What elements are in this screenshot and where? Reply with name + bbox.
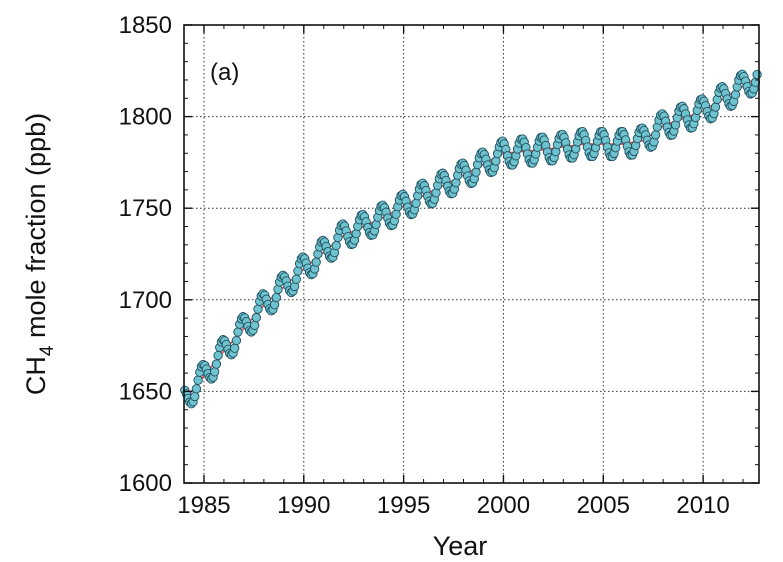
- data-point: [190, 391, 200, 402]
- x-tick-label: 1990: [277, 492, 330, 519]
- data-point: [710, 102, 721, 112]
- data-point: [273, 284, 283, 295]
- data-point: [210, 367, 220, 377]
- y-tick-label: 1600: [119, 470, 172, 497]
- y-tick-label: 1800: [119, 104, 172, 131]
- data-point: [271, 292, 281, 303]
- data-point: [411, 198, 421, 208]
- data-point: [231, 335, 242, 346]
- grid-lines: [184, 25, 759, 483]
- data-point: [471, 167, 481, 177]
- y-tick-label: 1750: [119, 195, 172, 222]
- data-point: [431, 188, 441, 198]
- x-tick-label: 1985: [177, 492, 230, 519]
- x-tick-label: 2005: [577, 492, 630, 519]
- panel-label: (a): [210, 59, 239, 86]
- x-tick-label: 2000: [477, 492, 530, 519]
- data-point: [230, 343, 240, 353]
- y-axis-title: CH4 mole fraction (ppb): [21, 113, 58, 395]
- data-point: [752, 69, 762, 80]
- x-axis-title: Year: [433, 531, 488, 561]
- data-point: [253, 304, 263, 314]
- y-axis-title-suffix: mole fraction (ppb): [21, 113, 51, 346]
- data-point: [213, 350, 223, 361]
- y-axis-title-subscript: 4: [37, 345, 58, 356]
- y-tick-label: 1850: [119, 12, 172, 39]
- data-point: [730, 89, 741, 100]
- y-axis-title-prefix: CH: [21, 356, 51, 395]
- data-point: [250, 320, 260, 330]
- data-point: [351, 229, 361, 239]
- x-tick-label: 2010: [676, 492, 729, 519]
- data-point: [650, 130, 661, 140]
- y-tick-label: 1650: [119, 378, 172, 405]
- data-point: [251, 312, 261, 323]
- data-point: [191, 384, 202, 394]
- data-point: [451, 178, 461, 188]
- tick-marks: [183, 24, 759, 484]
- plot-frame: [183, 24, 760, 484]
- x-tick-label: 1995: [377, 492, 430, 519]
- y-tick-labels: 1600 1650 1700 1750 1800 1850: [119, 12, 172, 497]
- x-tick-labels: 1985 1990 1995 2000 2005 2010: [177, 492, 730, 519]
- data-point: [391, 209, 401, 219]
- data-point: [491, 156, 501, 166]
- data-point: [331, 240, 341, 251]
- data-point: [291, 274, 301, 284]
- y-tick-label: 1700: [119, 287, 172, 314]
- data-point: [193, 375, 203, 385]
- data-point: [211, 359, 222, 369]
- marker-layer: [180, 69, 762, 409]
- data-point: [233, 327, 243, 337]
- data-point: [311, 257, 321, 267]
